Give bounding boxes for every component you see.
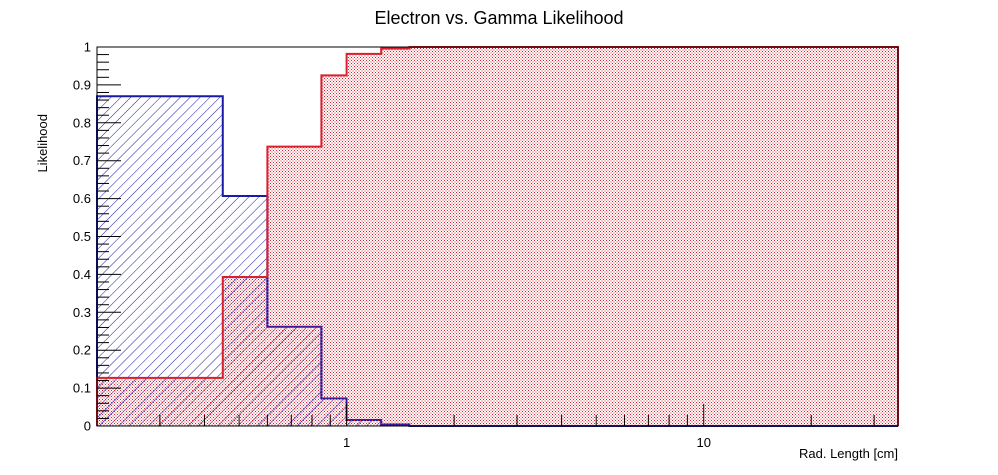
series-2-bar-5 <box>346 53 382 426</box>
axes <box>96 46 899 427</box>
y-tick-label: 0.4 <box>73 267 91 282</box>
series-2-bar-6 <box>381 48 410 427</box>
y-tick-label: 1 <box>84 40 91 55</box>
y-tick-label: 0.8 <box>73 115 91 130</box>
x-tick-label: 10 <box>696 435 710 450</box>
y-tick-label: 0.3 <box>73 305 91 320</box>
y-tick-label: 0.2 <box>73 343 91 358</box>
x-axis-title: Rad. Length [cm] <box>799 446 898 461</box>
series-1-bar-1 <box>97 96 223 427</box>
y-tick-label: 0.5 <box>73 229 91 244</box>
y-tick-label: 0.7 <box>73 153 91 168</box>
y-tick-label: 0.9 <box>73 77 91 92</box>
y-axis-title: Likelihood <box>35 114 50 173</box>
series-2 <box>96 46 899 427</box>
y-tick-label: 0.1 <box>73 381 91 396</box>
series-2-bar-2 <box>222 277 268 426</box>
series-2-bar-7 <box>409 47 898 426</box>
y-tick-label: 0 <box>84 419 91 434</box>
x-tick-label: 1 <box>343 435 350 450</box>
series-2-bar-4 <box>321 75 347 427</box>
series-2-bar-3 <box>267 146 322 426</box>
histogram-layer <box>96 46 899 427</box>
series-2-outline <box>96 46 899 426</box>
tick-labels: 0 0.1 0.2 0.3 0.4 0.5 0.6 0.7 0.8 0.9 1 1 10 <box>73 40 711 451</box>
chart-title: Electron vs. Gamma Likelihood <box>374 8 624 28</box>
y-tick-label: 0.6 <box>73 191 91 206</box>
